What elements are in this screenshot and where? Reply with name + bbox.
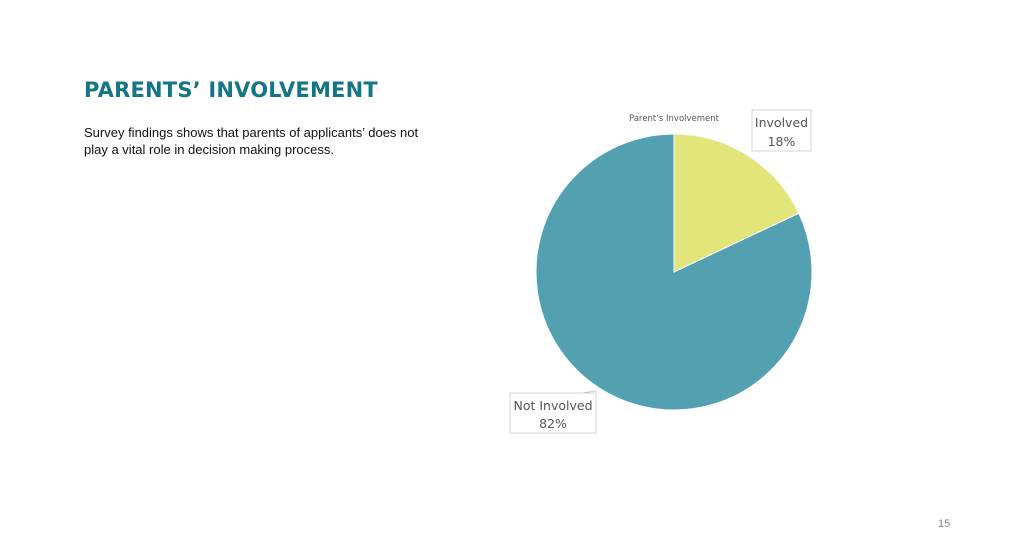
slide-body-text: Survey findings shows that parents of ap… bbox=[84, 125, 419, 157]
callout-value-involved: 18% bbox=[768, 134, 796, 149]
chart-title: Parent’s Involvement bbox=[629, 114, 720, 124]
slide-title: PARENTS’ INVOLVEMENT bbox=[84, 78, 378, 102]
page-number: 15 bbox=[938, 518, 951, 530]
callout-label-not-involved: Not Involved bbox=[513, 398, 592, 413]
callout-label-involved: Involved bbox=[755, 115, 808, 130]
callout-value-not-involved: 82% bbox=[539, 416, 567, 431]
pie-slice-not-involved bbox=[535, 133, 813, 411]
pie-slice-involved bbox=[673, 133, 800, 273]
callout-box-involved bbox=[751, 109, 812, 152]
callout-box-not-involved bbox=[509, 392, 597, 434]
